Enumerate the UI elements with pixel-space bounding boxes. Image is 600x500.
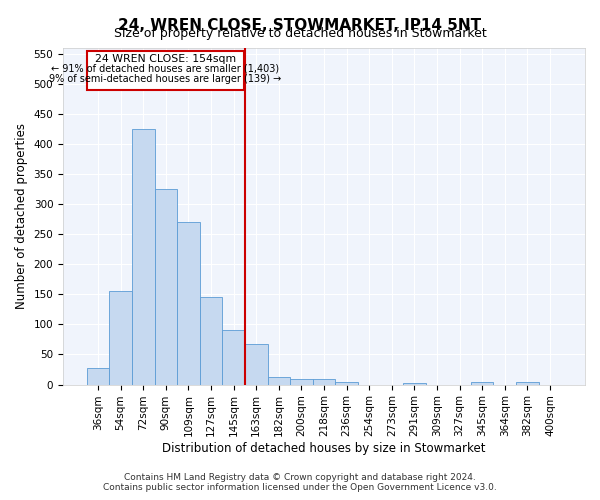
Bar — [403, 383, 425, 384]
Text: 24, WREN CLOSE, STOWMARKET, IP14 5NT: 24, WREN CLOSE, STOWMARKET, IP14 5NT — [118, 18, 482, 32]
Bar — [87, 368, 109, 384]
Bar — [516, 382, 539, 384]
Text: 24 WREN CLOSE: 154sqm: 24 WREN CLOSE: 154sqm — [95, 54, 236, 64]
Bar — [109, 292, 132, 384]
Bar — [132, 129, 155, 384]
FancyBboxPatch shape — [87, 50, 244, 90]
Bar — [155, 189, 177, 384]
Y-axis label: Number of detached properties: Number of detached properties — [15, 123, 28, 309]
Bar — [200, 298, 223, 384]
Bar — [177, 222, 200, 384]
Bar — [290, 378, 313, 384]
Text: 9% of semi-detached houses are larger (139) →: 9% of semi-detached houses are larger (1… — [49, 74, 281, 84]
Bar — [471, 382, 493, 384]
Bar — [223, 330, 245, 384]
Text: Size of property relative to detached houses in Stowmarket: Size of property relative to detached ho… — [113, 28, 487, 40]
Text: Contains HM Land Registry data © Crown copyright and database right 2024.
Contai: Contains HM Land Registry data © Crown c… — [103, 473, 497, 492]
Bar — [313, 378, 335, 384]
Text: ← 91% of detached houses are smaller (1,403): ← 91% of detached houses are smaller (1,… — [51, 64, 280, 74]
X-axis label: Distribution of detached houses by size in Stowmarket: Distribution of detached houses by size … — [162, 442, 486, 455]
Bar — [245, 344, 268, 384]
Bar — [335, 382, 358, 384]
Bar — [268, 378, 290, 384]
